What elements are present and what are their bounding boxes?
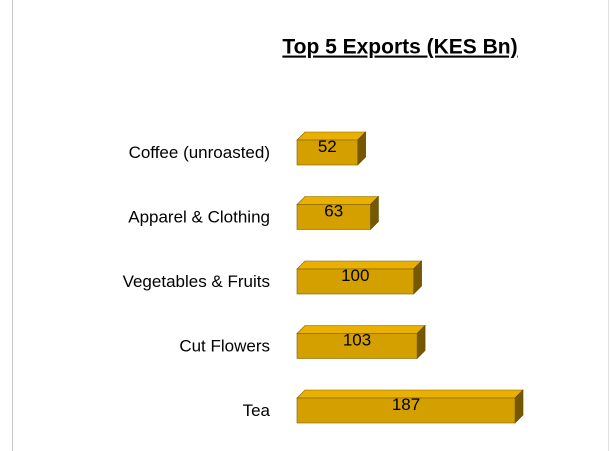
bar — [296, 333, 418, 359]
category-label: Coffee (unroasted) — [129, 143, 270, 162]
bar — [296, 268, 414, 295]
category-label: Apparel & Clothing — [128, 207, 270, 226]
value-label: 52 — [318, 137, 337, 156]
category-label: Cut Flowers — [179, 336, 270, 355]
value-label: 187 — [392, 395, 420, 414]
bar — [296, 397, 516, 424]
category-label: Tea — [243, 401, 271, 420]
value-label: 63 — [324, 201, 343, 220]
bar — [296, 204, 371, 230]
chart-title: Top 5 Exports (KES Bn) — [282, 36, 517, 59]
value-label: 103 — [343, 330, 371, 349]
value-label: 100 — [341, 266, 369, 285]
category-label: Vegetables & Fruits — [123, 272, 270, 291]
bar — [296, 139, 358, 166]
